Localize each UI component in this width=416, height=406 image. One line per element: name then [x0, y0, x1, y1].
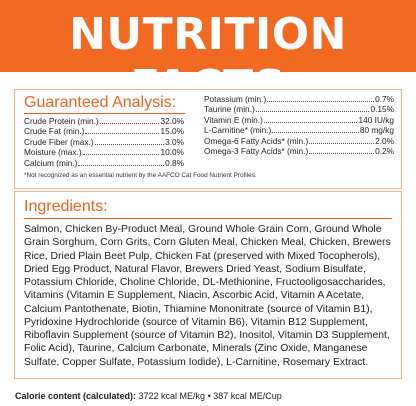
analysis-row-potassium: Potassium (min.) 0.7%	[204, 94, 394, 104]
analysis-column-right: Potassium (min.) 0.7% Taurine (min.) 0.15%…	[204, 94, 394, 156]
calorie-content: Calorie content (calculated): 3722 kcal …	[15, 391, 405, 402]
analysis-label: Omega-3 Fatty Acids* (min.)	[204, 146, 309, 157]
analysis-value: 3.0%	[165, 136, 184, 147]
analysis-column-left: Crude Protein (min.) 32.0% Crude Fat (min…	[24, 116, 184, 168]
analysis-value: 0.2%	[375, 146, 394, 157]
dot-leader	[309, 136, 375, 144]
aafco-footnote: *Not recognized as an essential nutrient…	[24, 172, 257, 179]
analysis-label: Omega-6 Fatty Acids* (min.)	[204, 135, 309, 146]
dot-leader	[85, 126, 160, 135]
calorie-value: 3722 kcal ME/kg • 387 kcal ME/Cup	[136, 391, 282, 401]
guaranteed-analysis-panel: Guaranteed Analysis: Crude Protein (min.…	[14, 89, 402, 189]
analysis-value: 15.0%	[160, 126, 184, 137]
analysis-value: 0.7%	[375, 94, 394, 104]
dot-leader	[94, 137, 165, 145]
dot-leader	[263, 115, 358, 123]
dot-leader	[272, 125, 359, 134]
dot-leader	[309, 146, 375, 155]
analysis-row-calcium: Calcium (min.) 0.8%	[24, 158, 184, 168]
dot-leader	[267, 94, 375, 102]
guaranteed-analysis-underline	[24, 113, 185, 114]
analysis-row-vitamin-e: Vitamin E (min.) 140 IU/kg	[204, 115, 394, 125]
analysis-value: 0.8%	[165, 157, 184, 168]
analysis-value: 2.0%	[375, 135, 394, 146]
analysis-value: 140 IU/kg	[358, 114, 394, 125]
analysis-label: L-Carnitine* (min.)	[204, 125, 272, 136]
analysis-row-omega-3: Omega-3 Fatty Acids* (min.) 0.2%	[204, 146, 394, 156]
ingredients-panel: Ingredients: Salmon, Chicken By-Product …	[14, 191, 402, 379]
guaranteed-analysis-title: Guaranteed Analysis:	[24, 94, 177, 111]
analysis-value: 0.15%	[370, 104, 394, 115]
title-banner: NUTRITION FACTS	[0, 0, 416, 112]
ingredients-title: Ingredients:	[24, 198, 108, 215]
analysis-row-omega-6: Omega-6 Fatty Acids* (min.) 2.0%	[204, 136, 394, 146]
dot-leader	[82, 147, 160, 156]
analysis-label: Potassium (min.)	[204, 94, 267, 104]
calorie-label: Calorie content (calculated):	[15, 391, 137, 401]
page-title: NUTRITION FACTS	[69, 9, 347, 112]
analysis-row-crude-fat: Crude Fat (min.) 15.0%	[24, 126, 184, 136]
dot-leader	[99, 116, 160, 124]
analysis-label: Crude Fiber (max.)	[24, 136, 94, 147]
analysis-label: Crude Fat (min.)	[24, 126, 85, 137]
analysis-row-l-carnitine: L-Carnitine* (min.) 80 mg/kg	[204, 125, 394, 135]
dot-leader	[255, 104, 370, 113]
analysis-value: 32.0%	[160, 116, 184, 126]
analysis-row-moisture: Moisture (max.) 10.0%	[24, 147, 184, 157]
analysis-value: 80 mg/kg	[359, 125, 394, 136]
analysis-row-crude-protein: Crude Protein (min.) 32.0%	[24, 116, 184, 126]
analysis-row-taurine: Taurine (min.) 0.15%	[204, 104, 394, 114]
ingredients-underline	[24, 218, 392, 219]
analysis-label: Moisture (max.)	[24, 147, 82, 158]
analysis-label: Taurine (min.)	[204, 104, 255, 115]
analysis-row-crude-fiber: Crude Fiber (max.) 3.0%	[24, 137, 184, 147]
dot-leader	[78, 158, 165, 166]
analysis-label: Vitamin E (min.)	[204, 114, 263, 125]
ingredients-list: Salmon, Chicken By-Product Meal, Ground …	[24, 224, 391, 368]
analysis-value: 10.0%	[160, 147, 184, 158]
analysis-label: Crude Protein (min.)	[24, 116, 99, 126]
analysis-label: Calcium (min.)	[24, 157, 78, 168]
